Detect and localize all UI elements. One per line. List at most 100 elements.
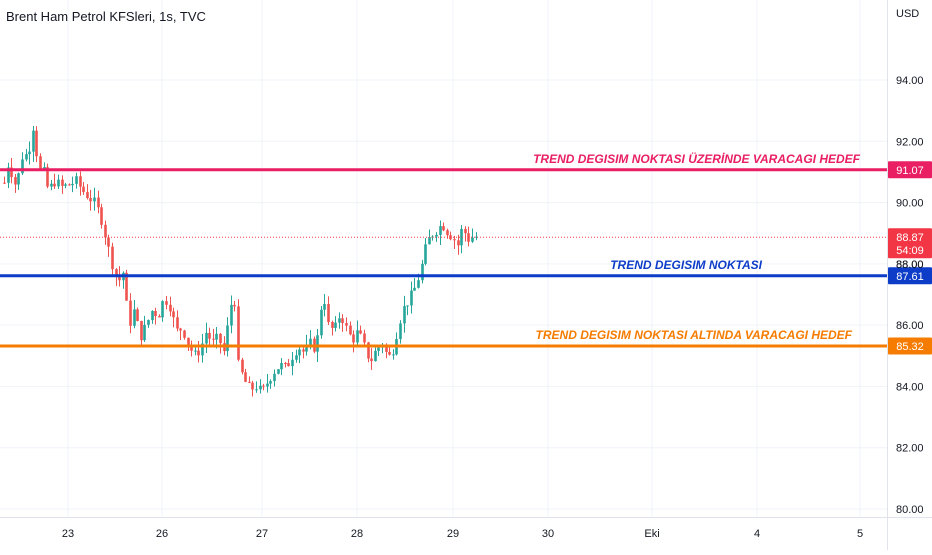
candle-body <box>136 309 139 321</box>
candle-body <box>57 179 60 187</box>
candle-body <box>172 311 175 318</box>
y-tick-label: 80.00 <box>896 504 924 516</box>
candle-body <box>43 167 46 169</box>
candle-body <box>273 373 276 382</box>
candle-body <box>147 320 150 325</box>
price-label-blue <box>888 267 932 285</box>
price-label-orange <box>888 337 932 355</box>
candle-body <box>165 301 168 305</box>
candle-body <box>439 226 442 235</box>
candle-body <box>363 333 366 343</box>
candle-body <box>64 184 67 186</box>
candle-body <box>197 350 200 356</box>
candle-body <box>50 183 53 187</box>
candle-body <box>291 359 294 367</box>
candle-body <box>140 320 143 341</box>
candle-body <box>464 228 467 234</box>
candle-body <box>367 342 370 359</box>
candle-body <box>345 323 348 326</box>
candle-body <box>392 354 395 356</box>
candle-body <box>277 369 280 374</box>
x-tick-label: Eki <box>644 528 659 540</box>
candle-body <box>403 306 406 324</box>
y-tick-label: 94.00 <box>896 75 924 87</box>
candle-body <box>28 151 31 155</box>
candle-body <box>377 347 380 351</box>
candle-body <box>309 338 312 345</box>
candle-body <box>208 332 211 339</box>
candle-body <box>21 159 24 174</box>
candle-body <box>161 301 164 318</box>
candle-body <box>104 224 107 238</box>
candle-body <box>352 334 355 343</box>
candle-body <box>129 300 132 326</box>
candle-body <box>86 192 89 199</box>
candle-body <box>212 338 215 340</box>
candle-body <box>133 309 136 326</box>
candle-body <box>298 349 301 356</box>
price-label-pink <box>888 161 932 179</box>
annotation-pink: TREND DEGISIM NOKTASI ÜZERİNDE VARACAGI … <box>533 151 861 166</box>
candle-body <box>460 228 463 246</box>
candle-body <box>244 372 247 382</box>
candle-body <box>406 305 409 307</box>
candle-body <box>442 226 445 231</box>
x-tick-label: 26 <box>156 528 168 540</box>
currency-label: USD <box>896 8 920 20</box>
candle-body <box>118 275 121 281</box>
price-label-text-pink: 91.07 <box>896 165 924 177</box>
candle-body <box>179 328 182 331</box>
candle-body <box>230 304 233 326</box>
candle-body <box>302 349 305 352</box>
candle-body <box>25 154 28 160</box>
candle-body <box>7 167 10 183</box>
x-tick-label: 29 <box>447 528 459 540</box>
candle-body <box>341 318 344 324</box>
candle-body <box>125 272 128 301</box>
candle-body <box>61 179 64 186</box>
candle-body <box>349 325 352 335</box>
candle-body <box>3 182 6 184</box>
candle-body <box>262 385 265 387</box>
y-tick-label-hidden: 88.00 <box>896 259 924 271</box>
candle-body <box>266 383 269 387</box>
candle-body <box>194 350 197 352</box>
y-tick-label: 86.00 <box>896 320 924 332</box>
x-tick-label: 30 <box>542 528 554 540</box>
candle-body <box>215 333 218 340</box>
candle-body <box>435 234 438 237</box>
candle-body <box>399 323 402 340</box>
y-tick-label: 84.00 <box>896 381 924 393</box>
candle-body <box>475 236 478 238</box>
candle-body <box>107 237 110 247</box>
candle-body <box>89 198 92 202</box>
candle-body <box>100 207 103 225</box>
candle-body <box>187 337 190 345</box>
candle-body <box>46 167 49 187</box>
candle-body <box>356 330 359 343</box>
candle-body <box>471 237 474 242</box>
candle-body <box>417 280 420 288</box>
candle-body <box>35 130 38 157</box>
candle-body <box>446 230 449 236</box>
candle-body <box>169 304 172 312</box>
y-tick-label: 92.00 <box>896 136 924 148</box>
candle-body <box>205 332 208 344</box>
y-tick-label: 90.00 <box>896 198 924 210</box>
x-tick-label: 28 <box>351 528 363 540</box>
symbol-title: Brent Ham Petrol KFSleri, 1s, TVC <box>6 9 206 24</box>
candle-body <box>39 156 42 169</box>
candle-body <box>421 263 424 281</box>
candle-body <box>183 330 186 338</box>
candle-body <box>385 345 388 352</box>
candle-body <box>284 363 287 365</box>
candle-body <box>68 184 71 186</box>
candle-body <box>269 381 272 384</box>
annotation-orange: TREND DEGISIM NOKTASI ALTINDA VARACAGI H… <box>536 328 853 342</box>
candle-body <box>305 344 308 352</box>
candle-body <box>154 310 157 316</box>
candle-body <box>115 269 118 276</box>
candle-body <box>237 306 240 360</box>
